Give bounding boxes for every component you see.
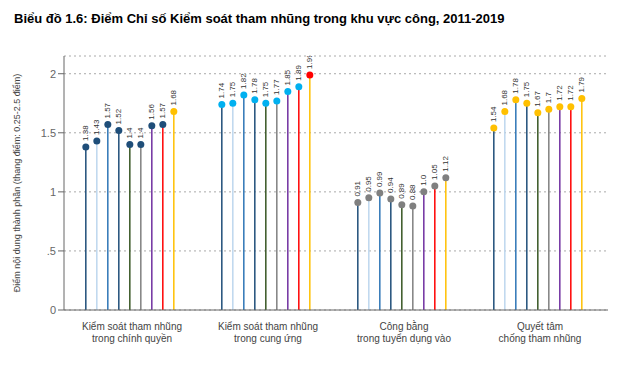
svg-text:0.99: 0.99 (375, 171, 384, 187)
svg-text:1.4: 1.4 (136, 127, 145, 139)
html-text:Biểu đồ 1.6: Điểm Chỉ số Kiểm: Biểu đồ 1.6: Điểm Chỉ số Kiểm soát tham … (14, 11, 505, 26)
svg-text:Kiểm soát tham nhũngtrong cung: Kiểm soát tham nhũngtrong cung ứng (218, 321, 318, 344)
svg-text:1.12: 1.12 (441, 156, 450, 172)
svg-text:1.4: 1.4 (125, 127, 134, 139)
svg-text:1.43: 1.43 (92, 119, 101, 135)
svg-text:1.68: 1.68 (500, 89, 509, 105)
svg-text:.5: .5 (47, 245, 56, 257)
svg-text:1.79: 1.79 (577, 76, 586, 92)
svg-text:0.89: 0.89 (397, 183, 406, 199)
svg-text:0.95: 0.95 (364, 176, 373, 192)
svg-text:0.94: 0.94 (386, 177, 395, 193)
svg-text:1.52: 1.52 (114, 108, 123, 124)
svg-text:0.91: 0.91 (353, 180, 362, 196)
svg-text:1.57: 1.57 (103, 102, 112, 118)
svg-text:1.57: 1.57 (158, 102, 167, 118)
svg-text:1.74: 1.74 (217, 82, 226, 98)
svg-text:1.77: 1.77 (272, 79, 281, 95)
svg-text:1.67: 1.67 (533, 91, 542, 107)
svg-text:0.88: 0.88 (408, 184, 417, 200)
svg-text:0: 0 (50, 304, 56, 316)
svg-text:1.56: 1.56 (147, 104, 156, 120)
svg-text:1.85: 1.85 (283, 69, 292, 85)
svg-text:2: 2 (50, 68, 56, 80)
svg-text:1.0: 1.0 (419, 174, 428, 186)
svg-text:1.78: 1.78 (511, 78, 520, 94)
svg-text:1.78: 1.78 (250, 78, 259, 94)
svg-text:Quyết tâmchống tham nhũng: Quyết tâmchống tham nhũng (499, 321, 582, 344)
svg-text:Kiểm soát tham nhũngtrong chín: Kiểm soát tham nhũngtrong chính quyền (82, 321, 182, 344)
svg-text:1.54: 1.54 (489, 106, 498, 122)
svg-text:1.82: 1.82 (239, 73, 248, 89)
svg-text:1.75: 1.75 (261, 81, 270, 97)
svg-text:1.75: 1.75 (228, 81, 237, 97)
svg-text:1.99: 1.99 (305, 56, 314, 69)
svg-text:1.05: 1.05 (430, 164, 439, 180)
svg-text:1.5: 1.5 (41, 127, 56, 139)
svg-text:1.72: 1.72 (555, 85, 564, 101)
svg-text:1: 1 (50, 186, 56, 198)
svg-text:1.72: 1.72 (566, 85, 575, 101)
svg-text:1.75: 1.75 (522, 81, 531, 97)
svg-text:1.38: 1.38 (81, 125, 90, 141)
svg-text:Công bằngtrong tuyển dụng vào: Công bằngtrong tuyển dụng vào (357, 320, 451, 344)
svg-text:1.68: 1.68 (169, 89, 178, 105)
svg-text:Điểm nội dung thành phần (than: Điểm nội dung thành phần (thang điểm: 0.… (12, 74, 22, 293)
svg-text:1.7: 1.7 (544, 91, 553, 103)
svg-text:1.89: 1.89 (294, 65, 303, 81)
